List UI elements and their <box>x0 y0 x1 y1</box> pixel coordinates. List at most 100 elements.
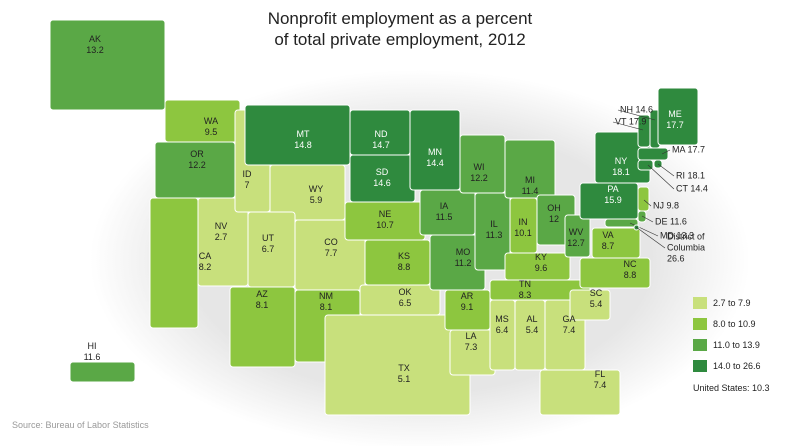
legend-label: 8.0 to 10.9 <box>713 318 756 329</box>
state-value: 7.4 <box>593 380 607 390</box>
state-name: TX <box>398 363 410 373</box>
state-name: LA <box>465 331 477 341</box>
state-label: NH 14.6 <box>620 105 653 116</box>
state-value: 7 <box>244 180 250 190</box>
state-name: HI <box>87 341 97 351</box>
state-name: MD <box>660 230 674 241</box>
legend-label: 2.7 to 7.9 <box>713 297 751 308</box>
state-shape <box>539 369 621 416</box>
state-label: NM 8.1 <box>319 291 333 313</box>
state-name: WA <box>203 116 219 126</box>
state-label: RI 18.1 <box>676 171 705 182</box>
state-label: IL 11.3 <box>486 219 503 241</box>
state-shape <box>579 257 651 289</box>
state-name: MS <box>495 314 509 324</box>
state-name: NE <box>378 209 392 219</box>
state-name: NJ <box>653 200 664 211</box>
state-shape <box>657 87 699 146</box>
state-shape <box>164 99 241 143</box>
state-label: NC 8.8 <box>624 259 637 281</box>
leader-line <box>617 109 656 121</box>
state-name: MI <box>524 175 535 185</box>
state-name: NC <box>623 259 637 269</box>
state-shape <box>604 218 639 228</box>
state-value: 17.7 <box>687 144 706 155</box>
state-label: CA 8.2 <box>199 251 212 273</box>
legend-swatch <box>693 296 707 309</box>
state-name: MN <box>428 147 442 157</box>
state-label: WI 12.2 <box>470 162 488 184</box>
state-value: 8.1 <box>319 302 333 312</box>
leader-line <box>657 163 675 177</box>
leader-line <box>647 164 675 190</box>
state-name: AR <box>460 291 474 301</box>
state-name: CT <box>676 183 688 194</box>
state-label: ND 14.7 <box>372 129 390 151</box>
state-label: OR 12.2 <box>188 149 206 171</box>
state-value: 9.1 <box>460 302 474 312</box>
state-name: District of Columbia <box>667 231 706 253</box>
state-name: OK <box>398 287 412 297</box>
state-name: ID <box>242 169 252 179</box>
state-value: 17.9 <box>628 116 647 127</box>
state-name: WY <box>308 184 324 194</box>
state-shape <box>49 19 166 111</box>
state-label: NE 10.7 <box>376 209 394 231</box>
state-value: 17.7 <box>666 120 684 130</box>
state-value: 12.7 <box>567 238 585 248</box>
state-label: ME 17.7 <box>666 109 684 131</box>
state-value: 18.1 <box>687 170 706 181</box>
state-value: 7.4 <box>562 325 576 335</box>
state-label: MD 13.3 <box>660 231 694 242</box>
state-value: 14.8 <box>294 140 312 150</box>
state-value: 14.7 <box>372 140 390 150</box>
state-label: DE 11.6 <box>655 217 687 228</box>
state-value: 8.8 <box>397 262 411 272</box>
state-name: NY <box>614 156 628 166</box>
state-shape <box>149 197 199 329</box>
state-label: UT 6.7 <box>262 233 275 255</box>
state-label: TN 8.3 <box>519 279 532 301</box>
state-value: 12 <box>548 214 559 224</box>
state-label: AZ 8.1 <box>256 289 269 311</box>
state-label: CT 14.4 <box>676 184 708 195</box>
state-label: LA 7.3 <box>465 331 478 353</box>
state-label: IN 10.1 <box>514 217 532 239</box>
state-value: 5.4 <box>525 325 539 335</box>
state-label: TX 5.1 <box>398 363 411 385</box>
state-value: 10.7 <box>376 220 394 230</box>
state-name: MT <box>296 129 310 139</box>
state-value: 14.6 <box>635 104 654 115</box>
state-shape <box>637 159 654 171</box>
state-value: 10.1 <box>514 228 532 238</box>
us-total: United States: 10.3 <box>693 383 770 393</box>
state-name: NV <box>214 221 228 231</box>
state-value: 14.4 <box>426 158 444 168</box>
state-value: 2.7 <box>214 232 228 242</box>
state-label: SC 5.4 <box>590 288 603 310</box>
state-value: 5.1 <box>397 374 411 384</box>
state-name: MO <box>455 247 471 257</box>
state-value: 18.1 <box>612 167 630 177</box>
state-value: 11.5 <box>435 212 453 222</box>
legend-item: 8.0 to 10.9 <box>693 313 761 334</box>
state-value: 6.4 <box>495 325 509 335</box>
state-name: AK <box>88 34 101 44</box>
state-shape <box>69 361 136 383</box>
state-label: MO 11.2 <box>455 247 472 269</box>
state-name: OH <box>547 203 561 213</box>
state-label: KY 9.6 <box>535 252 548 274</box>
state-label: District of Columbia 26.6 <box>667 232 737 265</box>
state-label: GA 7.4 <box>562 314 575 336</box>
leader-line <box>612 121 644 131</box>
state-label: SD 14.6 <box>373 167 391 189</box>
state-label: WV 12.7 <box>567 227 585 249</box>
legend-label: 11.0 to 13.9 <box>713 339 760 350</box>
state-label: FL 7.4 <box>594 369 607 391</box>
legend-item: 11.0 to 13.9 <box>693 334 761 355</box>
state-value: 11.2 <box>454 258 472 268</box>
state-name: IL <box>490 219 498 229</box>
state-label: CO 7.7 <box>324 237 338 259</box>
leader-line <box>643 199 652 207</box>
